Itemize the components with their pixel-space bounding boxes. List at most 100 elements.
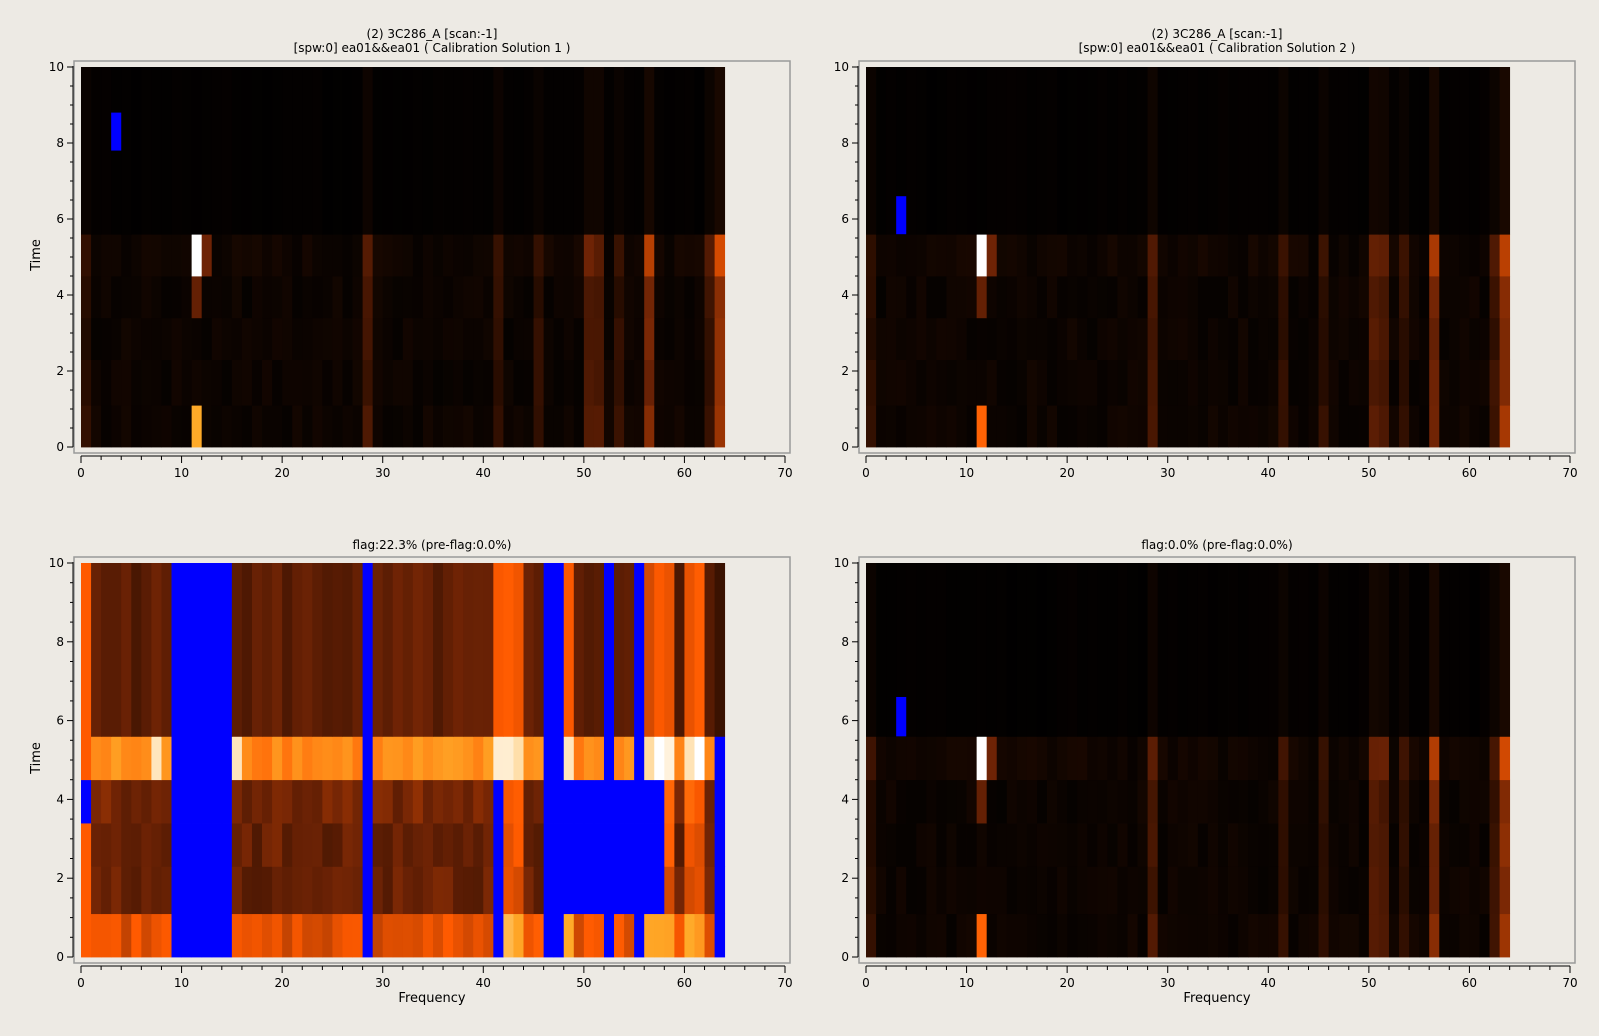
- heatmap-cell: [262, 866, 273, 915]
- heatmap-cell: [1288, 405, 1299, 448]
- heatmap-cell: [1489, 779, 1500, 824]
- heatmap-cell: [342, 405, 353, 448]
- heatmap-plot-area[interactable]: [858, 60, 1576, 454]
- panel-top-left[interactable]: (2) 3C286_A [scan:-1] [spw:0] ea01&&ea01…: [29, 27, 793, 480]
- heatmap-cell: [1338, 736, 1350, 781]
- heatmap-plot-area[interactable]: [73, 556, 791, 964]
- heatmap-cell: [986, 359, 998, 406]
- heatmap-cell: [332, 913, 343, 958]
- y-tick-label: 8: [56, 136, 64, 150]
- heatmap-cell: [141, 913, 152, 958]
- heatmap-cell: [1479, 67, 1490, 235]
- heatmap-cell: [91, 779, 102, 824]
- heatmap-cell: [603, 359, 615, 406]
- heatmap-cell: [1358, 317, 1370, 360]
- heatmap-cell: [503, 866, 514, 915]
- heatmap-cell: [916, 779, 927, 824]
- heatmap-cell: [131, 823, 142, 867]
- heatmap-cell: [1006, 866, 1018, 915]
- flagged-cell: [624, 823, 635, 867]
- heatmap-cell: [583, 405, 595, 448]
- heatmap-cell: [1026, 866, 1038, 915]
- heatmap-cell: [443, 359, 454, 406]
- heatmap-cell: [1147, 317, 1159, 360]
- flagged-cell: [714, 823, 726, 867]
- heatmap-cell: [1067, 405, 1078, 448]
- heatmap-cell: [91, 317, 102, 360]
- heatmap-cell: [1187, 234, 1199, 277]
- heatmap-cell: [1338, 359, 1350, 406]
- heatmap-cell: [1077, 779, 1088, 824]
- heatmap-cell: [1449, 359, 1460, 406]
- heatmap-cell: [171, 405, 182, 448]
- heatmap-cell: [433, 736, 444, 781]
- heatmap-cell: [91, 913, 102, 958]
- heatmap-cell: [251, 736, 263, 781]
- heatmap-cell: [392, 405, 404, 448]
- heatmap-cell: [1419, 913, 1430, 958]
- heatmap-cell: [392, 866, 404, 915]
- x-tick-label: 50: [576, 466, 591, 480]
- heatmap-cell: [251, 913, 263, 958]
- heatmap-cell: [101, 317, 112, 360]
- heatmap-cell: [503, 405, 514, 448]
- flagged-cell: [543, 866, 555, 915]
- heatmap-cell: [231, 405, 243, 448]
- heatmap-cell: [614, 276, 625, 319]
- heatmap-cell: [201, 317, 213, 360]
- heatmap-cell: [1218, 736, 1229, 781]
- flagged-cell: [493, 779, 504, 824]
- heatmap-cell: [412, 779, 424, 824]
- heatmap-cell: [1348, 779, 1360, 824]
- heatmap-cell: [292, 823, 303, 867]
- heatmap-cell: [1298, 823, 1309, 867]
- flagged-cell: [654, 779, 665, 824]
- x-tick-label: 70: [777, 976, 792, 990]
- heatmap-cell: [543, 317, 555, 360]
- heatmap-cell: [131, 67, 142, 235]
- heatmap-cell: [946, 359, 957, 406]
- heatmap-cell: [704, 405, 715, 448]
- heatmap-cell: [1298, 563, 1309, 737]
- heatmap-cell: [141, 234, 152, 277]
- heatmap-cell: [412, 359, 424, 406]
- heatmap-cell: [956, 779, 967, 824]
- heatmap-cell: [131, 359, 142, 406]
- heatmap-cell: [1228, 67, 1239, 235]
- panel-top-right[interactable]: (2) 3C286_A [scan:-1] [spw:0] ea01&&ea01…: [834, 27, 1578, 480]
- flagged-cell: [603, 779, 615, 824]
- flagged-cell: [603, 563, 615, 737]
- heatmap-cell: [382, 736, 394, 781]
- heatmap-cell: [1137, 67, 1148, 235]
- flagged-cell: [171, 866, 182, 915]
- heatmap-cell: [322, 67, 333, 235]
- heatmap-cell: [151, 736, 162, 781]
- x-tick-label: 10: [959, 466, 974, 480]
- heatmap-cell: [1006, 913, 1018, 958]
- heatmap-cell: [241, 736, 253, 781]
- heatmap-cell: [523, 779, 534, 824]
- heatmap-cell: [292, 866, 303, 915]
- heatmap-cell: [543, 67, 555, 235]
- heatmap-cell: [1419, 317, 1430, 360]
- heatmap-cell: [876, 779, 887, 824]
- heatmap-cell: [81, 866, 92, 915]
- heatmap-cell: [282, 736, 293, 781]
- heatmap-cell: [292, 276, 303, 319]
- heatmap-cell: [1459, 779, 1470, 824]
- heatmap-plot-area[interactable]: [858, 556, 1576, 964]
- heatmap-cell: [1368, 866, 1380, 915]
- heatmap-cell: [1348, 317, 1360, 360]
- heatmap-cell: [1499, 317, 1511, 360]
- heatmap-cell: [1258, 317, 1269, 360]
- heatmap-cell: [81, 823, 92, 867]
- heatmap-cell: [302, 276, 313, 319]
- heatmap-cell: [906, 67, 917, 235]
- x-tick-label: 10: [959, 976, 974, 990]
- heatmap-plot-area[interactable]: [73, 60, 791, 454]
- heatmap-cell: [664, 276, 675, 319]
- heatmap-cell: [1479, 359, 1490, 406]
